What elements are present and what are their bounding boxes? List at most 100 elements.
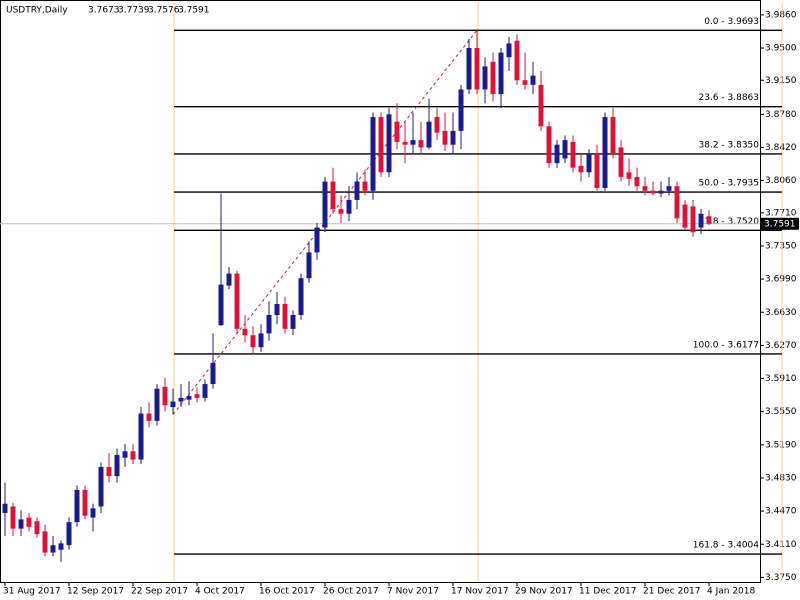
candle-body	[138, 413, 144, 460]
candle-body	[546, 126, 552, 164]
candle-body	[674, 186, 680, 219]
price-box	[761, 217, 799, 230]
y-tick-label: 3.4470	[765, 507, 797, 517]
candle-body	[218, 284, 224, 326]
fib-label: 100.0 - 3.6177	[693, 340, 759, 350]
candle-body	[426, 121, 432, 148]
fib-label: 50.0 - 3.7935	[699, 179, 760, 189]
candle-body	[682, 204, 688, 228]
candle-body	[354, 181, 360, 200]
candle-body	[450, 130, 456, 145]
y-tick-label: 3.8780	[765, 110, 797, 120]
y-tick-label: 3.4830	[765, 473, 797, 483]
candle-body	[522, 80, 528, 85]
candle-body	[578, 165, 584, 173]
x-tick-label: 26 Oct 2017	[323, 587, 379, 597]
x-tick-label: 16 Oct 2017	[259, 587, 315, 597]
candle-body	[50, 545, 56, 553]
y-tick-label: 3.7350	[765, 241, 797, 251]
y-tick-label: 3.6990	[765, 275, 797, 285]
candle-body	[274, 303, 280, 316]
candle-body	[210, 362, 216, 385]
candle-body	[562, 140, 568, 159]
candle-body	[106, 466, 112, 477]
candle-body	[306, 252, 312, 279]
candle-body	[482, 66, 488, 90]
candle-body	[642, 186, 648, 191]
x-tick-label: 31 Aug 2017	[3, 587, 61, 597]
candle-body	[418, 140, 424, 148]
candle-body	[330, 181, 336, 210]
header-open: 3.7673	[88, 6, 120, 16]
symbol-title: USDTRY,Daily	[6, 6, 68, 16]
candle-body	[130, 451, 136, 460]
plot-frame	[0, 0, 761, 583]
header-close: 3.7591	[178, 6, 210, 16]
candle-body	[410, 140, 416, 145]
candle-body	[362, 181, 368, 191]
candle-body	[338, 209, 344, 214]
candle-body	[618, 147, 624, 177]
candle-body	[386, 114, 392, 173]
candle-body	[506, 43, 512, 58]
x-tick-label: 22 Sep 2017	[131, 587, 188, 597]
candle-body	[634, 176, 640, 187]
fib-label: 161.8 - 3.4004	[693, 541, 759, 551]
candle-body	[498, 52, 504, 95]
candle-body	[554, 144, 560, 164]
candle-body	[690, 206, 696, 233]
candle-body	[74, 489, 80, 523]
candle-body	[650, 190, 656, 194]
candle-body	[706, 216, 712, 224]
candle-body	[298, 278, 304, 316]
x-tick-label: 4 Oct 2017	[195, 587, 245, 597]
candle-body	[666, 186, 672, 191]
fib-label: 23.6 - 3.8863	[699, 93, 760, 103]
y-tick-label: 3.5550	[765, 407, 797, 417]
candle-body	[378, 117, 384, 173]
candle-body	[114, 454, 120, 477]
candle-body	[18, 519, 24, 529]
candle-body	[314, 227, 320, 253]
candle-body	[266, 315, 272, 334]
fib-label: 0.0 - 3.9693	[704, 17, 759, 27]
x-tick-label: 4 Jan 2018	[707, 587, 755, 597]
candle-body	[538, 84, 544, 127]
candle-body	[458, 89, 464, 131]
price-box-label: 3.7591	[764, 219, 796, 229]
fib-label: 38.2 - 3.8350	[699, 140, 760, 150]
y-tick-label: 3.3750	[765, 573, 797, 583]
y-tick-label: 3.9860	[765, 10, 797, 20]
candle-body	[346, 199, 352, 214]
candle-body	[242, 328, 248, 336]
candle-body	[490, 61, 496, 95]
candle-body	[434, 117, 440, 133]
candle-body	[282, 303, 288, 329]
candle-body	[394, 121, 400, 142]
candle-body	[178, 397, 184, 402]
y-tick-label: 3.9150	[765, 76, 797, 86]
candle-body	[82, 489, 88, 516]
y-tick-label: 3.9500	[765, 44, 797, 54]
x-tick-label: 29 Nov 2017	[515, 587, 573, 597]
candle-body	[146, 413, 152, 421]
candle-body	[42, 531, 48, 553]
candle-body	[98, 466, 104, 507]
candle-body	[170, 401, 176, 408]
header-low: 3.7576	[148, 6, 180, 16]
candle-body	[594, 153, 600, 188]
y-tick-label: 3.6630	[765, 308, 797, 318]
candle-body	[26, 517, 32, 527]
candle-body	[290, 315, 296, 329]
candle-body	[474, 48, 480, 90]
candle-body	[202, 384, 208, 398]
y-tick-label: 3.8060	[765, 176, 797, 186]
fib-label: 61.8 - 3.7520	[699, 217, 760, 227]
x-tick-label: 17 Nov 2017	[451, 587, 509, 597]
candle-body	[226, 273, 232, 286]
y-tick-label: 3.4110	[765, 540, 797, 550]
candle-body	[66, 522, 72, 546]
candle-body	[698, 213, 704, 228]
y-tick-label: 3.5910	[765, 374, 797, 384]
